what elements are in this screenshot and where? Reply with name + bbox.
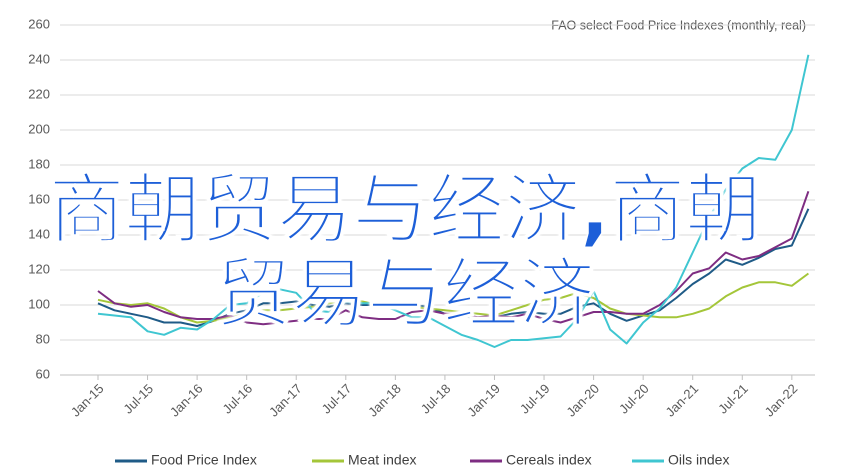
y-tick-label: 160 [28,191,50,206]
x-tick-label: Jan-16 [167,381,206,420]
x-tick-label: Jul-21 [715,381,751,417]
data-line [97,54,810,348]
y-tick-label: 60 [36,366,50,381]
legend-label: Meat index [348,452,416,468]
x-tick-label: Jan-20 [563,381,602,420]
y-tick-label: 260 [28,16,50,31]
x-tick-label: Jul-15 [120,381,156,417]
x-tick-label: Jul-18 [418,381,454,417]
y-tick-label: 200 [28,121,50,136]
y-tick-label: 220 [28,86,50,101]
y-tick-label: 100 [28,296,50,311]
x-tick-label: Jan-22 [762,381,801,420]
x-tick-label: Jan-18 [365,381,404,420]
x-tick-label: Jul-20 [616,381,652,417]
y-tick-label: 240 [28,51,50,66]
x-tick-label: Jul-16 [220,381,256,417]
data-line [97,190,810,326]
x-tick-label: Jan-19 [464,381,503,420]
y-tick-label: 180 [28,156,50,171]
x-tick-label: Jan-21 [663,381,702,420]
x-tick-label: Jan-17 [266,381,305,420]
data-line [97,272,809,324]
x-tick-label: Jul-19 [517,381,553,417]
x-tick-label: Jul-17 [319,381,355,417]
legend-label: Food Price Index [151,452,257,468]
y-tick-label: 120 [28,261,50,276]
legend-label: Cereals index [506,452,592,468]
x-tick-label: Jan-15 [68,381,107,420]
y-tick-label: 80 [36,331,50,346]
y-tick-label: 140 [28,226,50,241]
legend-label: Oils index [668,452,729,468]
overlay-title: 商朝贸易与经济,商朝贸易与经济 [48,165,762,338]
